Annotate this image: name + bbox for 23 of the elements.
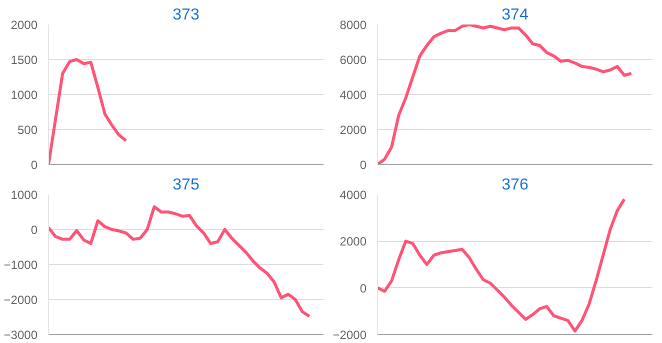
chart-title: 374 — [502, 6, 528, 24]
y-tick-label: 2000 — [340, 234, 367, 249]
y-tick-label: 4000 — [340, 188, 367, 202]
y-tick-label: 1000 — [10, 188, 38, 202]
chart-title: 376 — [502, 176, 528, 194]
y-tick-label: 0 — [30, 158, 38, 172]
y-tick-label: −3000 — [4, 328, 38, 342]
y-tick-label: 0 — [30, 223, 38, 237]
y-tick-label: 0 — [360, 281, 367, 296]
y-tick-label: −1000 — [4, 258, 38, 272]
y-tick-label: 500 — [17, 123, 38, 137]
y-tick-label: 4000 — [340, 88, 367, 102]
y-tick-label: 0 — [360, 158, 367, 172]
y-tick-label: 1000 — [10, 88, 38, 102]
y-tick-label: −2000 — [332, 328, 367, 342]
y-tick-label: −2000 — [4, 293, 38, 307]
y-tick-label: 8000 — [340, 18, 367, 32]
y-tick-label: 2000 — [340, 123, 367, 137]
y-tick-label: 1500 — [10, 53, 38, 67]
chart-title: 375 — [172, 176, 200, 194]
chart-title: 373 — [172, 6, 200, 24]
y-tick-label: 6000 — [340, 53, 367, 67]
y-tick-label: 2000 — [10, 18, 38, 32]
